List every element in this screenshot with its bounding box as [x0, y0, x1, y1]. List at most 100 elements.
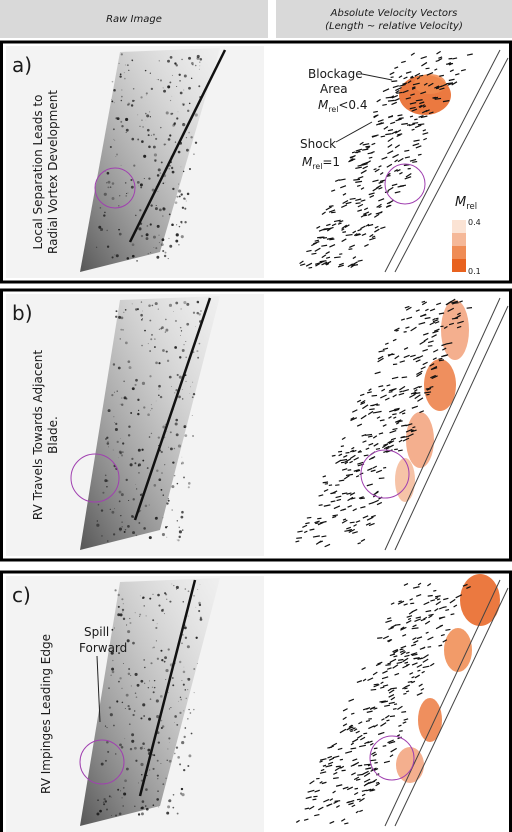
speck	[156, 759, 159, 762]
vector	[376, 203, 382, 208]
speck	[160, 488, 163, 491]
vector	[400, 626, 407, 631]
vector	[403, 354, 410, 359]
vector	[363, 211, 370, 215]
speck	[124, 309, 127, 311]
vector	[343, 474, 350, 480]
speck	[125, 478, 128, 482]
speck	[200, 310, 202, 312]
vector	[315, 263, 321, 267]
speck	[155, 137, 158, 140]
vector	[411, 608, 418, 613]
speck	[163, 660, 166, 663]
vector	[395, 118, 402, 122]
speck	[144, 329, 146, 332]
vector	[338, 453, 343, 457]
speck	[125, 341, 128, 345]
speck	[155, 247, 158, 250]
vector	[356, 423, 363, 427]
speck	[104, 171, 106, 172]
speck	[181, 102, 185, 106]
speck	[159, 172, 162, 175]
vector	[412, 356, 419, 361]
speck	[142, 703, 146, 707]
speck	[120, 120, 123, 123]
vector	[373, 442, 379, 447]
vector	[381, 718, 385, 721]
vector	[403, 718, 409, 721]
speck	[135, 378, 138, 382]
vector	[360, 506, 366, 509]
vector	[368, 156, 373, 159]
panel: c)RV Impinges Leading Edge	[0, 570, 512, 832]
speck	[141, 140, 144, 143]
vector	[300, 263, 306, 267]
vector	[375, 410, 382, 414]
vector	[379, 419, 385, 422]
vector	[362, 165, 369, 170]
vector	[455, 73, 460, 76]
speck	[186, 302, 190, 306]
speck	[146, 225, 149, 227]
speck	[142, 126, 144, 128]
speck	[176, 723, 179, 726]
vector	[383, 445, 390, 450]
blade-edge	[138, 579, 197, 797]
speck	[187, 590, 190, 593]
speck	[124, 182, 127, 184]
vector	[411, 86, 416, 89]
vector	[337, 264, 344, 268]
speck	[119, 613, 123, 617]
vector	[409, 598, 413, 601]
vector	[358, 721, 363, 725]
speck	[135, 534, 138, 537]
speck	[127, 434, 131, 437]
speck	[158, 604, 161, 607]
vector	[396, 169, 401, 172]
speck	[165, 678, 167, 681]
vector	[328, 209, 336, 213]
speck	[141, 119, 143, 122]
speck	[121, 526, 123, 528]
speck	[186, 322, 190, 326]
vector	[394, 191, 401, 194]
vector	[356, 184, 361, 187]
vector	[319, 758, 327, 761]
speck	[120, 164, 122, 166]
speck	[131, 137, 135, 141]
speck	[183, 344, 185, 346]
speck	[165, 143, 167, 145]
speck	[113, 88, 116, 92]
speck	[113, 724, 115, 727]
speck	[106, 171, 110, 175]
vector	[373, 168, 377, 171]
speck	[192, 392, 196, 396]
speck	[124, 77, 126, 80]
speck	[117, 366, 121, 370]
vector	[427, 646, 432, 648]
vector	[432, 330, 439, 334]
speck	[158, 328, 160, 330]
vector	[436, 50, 441, 55]
speck	[147, 343, 149, 345]
vector	[381, 156, 388, 160]
vector	[352, 758, 358, 762]
vector	[411, 653, 418, 656]
vector	[335, 495, 342, 499]
speck	[120, 745, 124, 749]
vector	[414, 674, 421, 679]
speck	[162, 783, 165, 786]
vector	[337, 222, 342, 225]
vector	[375, 663, 381, 667]
vector	[322, 475, 327, 478]
vortex-marker	[70, 453, 120, 503]
vector	[424, 620, 431, 625]
vector	[350, 154, 356, 159]
vector	[345, 201, 352, 205]
speck	[121, 89, 123, 91]
speck	[173, 585, 175, 587]
speck	[167, 138, 171, 141]
speck	[97, 503, 100, 506]
vector	[342, 192, 347, 196]
speck	[126, 257, 130, 260]
